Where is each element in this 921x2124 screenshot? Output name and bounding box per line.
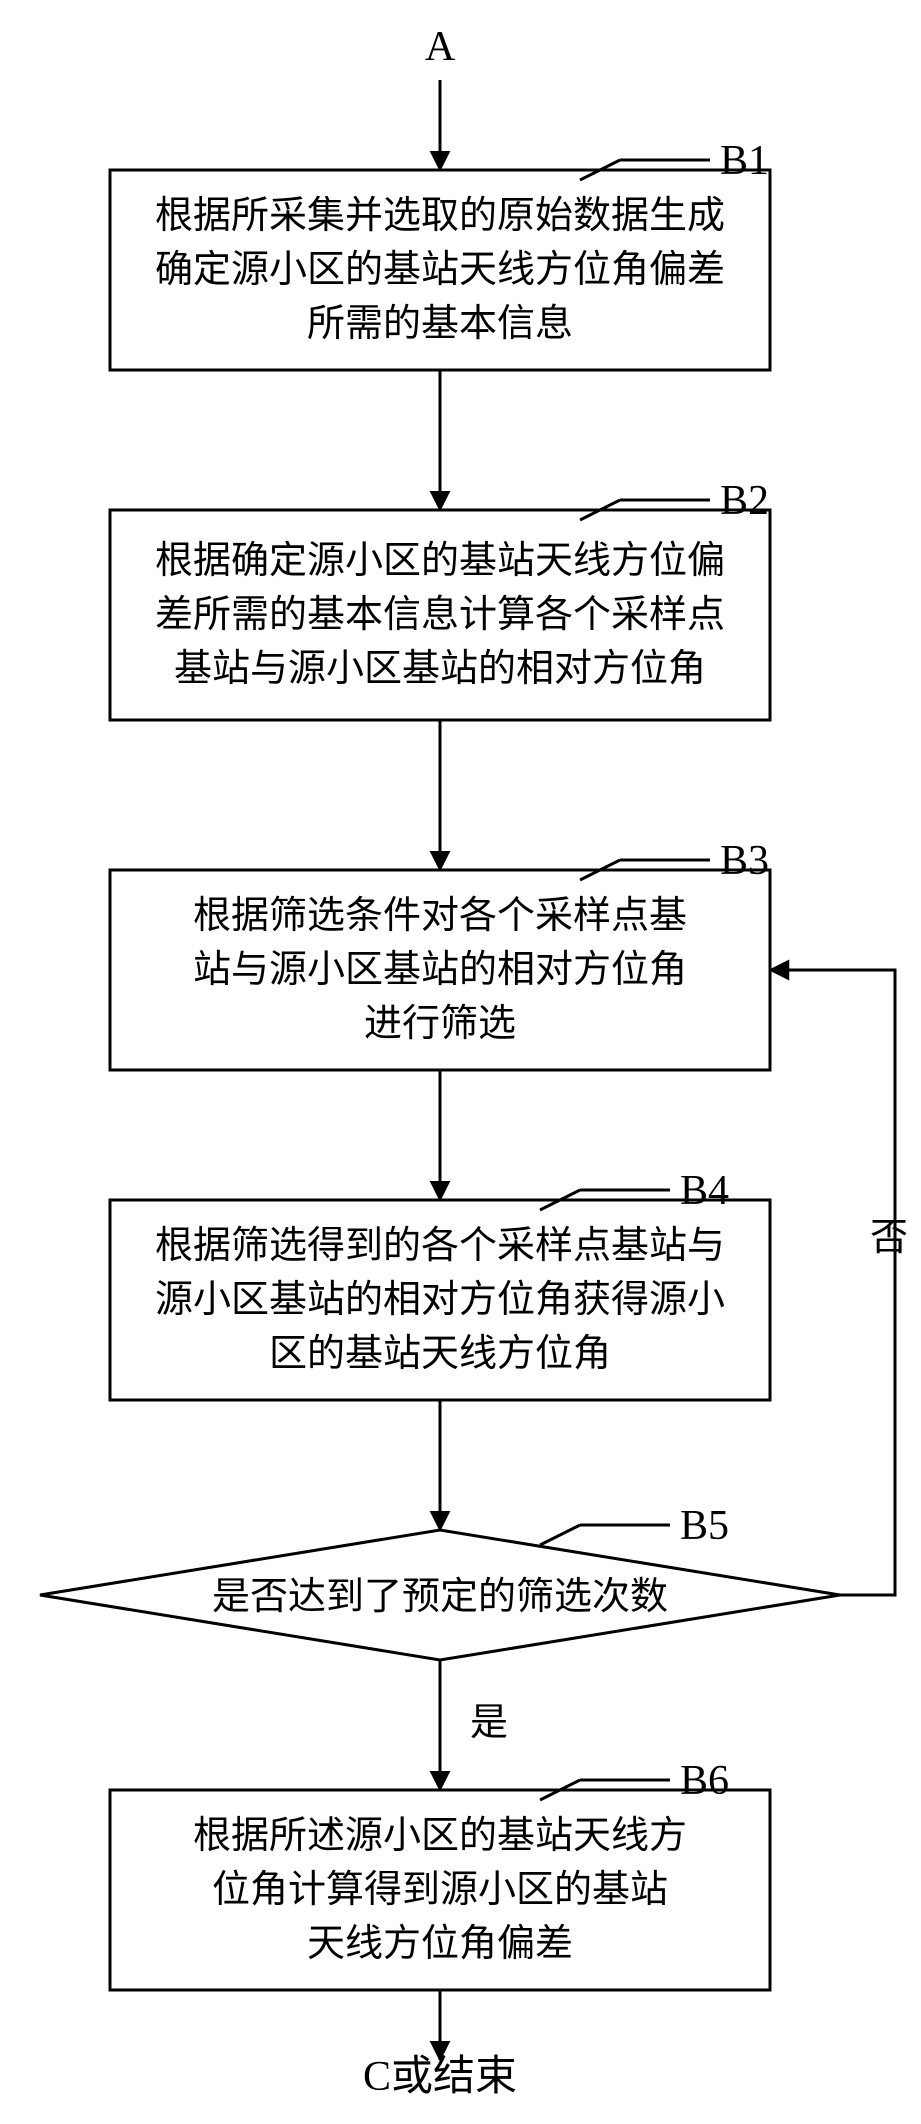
diamond-text: 是否达到了预定的筛选次数: [212, 1576, 668, 1618]
box-text: 进行筛选: [364, 1003, 516, 1045]
box-text: 根据所采集并选取的原始数据生成: [155, 195, 725, 237]
box-text: 天线方位角偏差: [307, 1923, 573, 1965]
process-box-b6: 根据所述源小区的基站天线方位角计算得到源小区的基站天线方位角偏差 B6: [110, 1758, 770, 1990]
start-label: A: [425, 24, 456, 70]
process-box-b3: 根据筛选条件对各个采样点基站与源小区基站的相对方位角进行筛选 B3: [110, 838, 770, 1070]
box-tag: B4: [680, 1168, 729, 1214]
box-tag: B1: [720, 138, 769, 184]
flowchart: A C或结束 根据所采集并选取的原始数据生成确定源小区的基站天线方位角偏差所需的基本…: [0, 0, 921, 2124]
process-box-b2: 根据确定源小区的基站天线方位偏差所需的基本信息计算各个采样点基站与源小区基站的相…: [110, 478, 770, 720]
box-tag: B3: [720, 838, 769, 884]
process-box-b1: 根据所采集并选取的原始数据生成确定源小区的基站天线方位角偏差所需的基本信息 B1: [110, 138, 770, 370]
box-text: 差所需的基本信息计算各个采样点: [155, 594, 725, 636]
box-text: 所需的基本信息: [307, 303, 573, 345]
box-text: 根据确定源小区的基站天线方位偏: [155, 540, 725, 582]
branch-yes-label: 是: [470, 1702, 508, 1744]
branch-no-label: 否: [870, 1217, 908, 1259]
box-text: 源小区基站的相对方位角获得源小: [155, 1279, 725, 1321]
box-text: 位角计算得到源小区的基站: [212, 1869, 668, 1911]
box-text: 根据筛选得到的各个采样点基站与: [155, 1225, 725, 1267]
box-text: 站与源小区基站的相对方位角: [193, 949, 687, 991]
process-box-b4: 根据筛选得到的各个采样点基站与源小区基站的相对方位角获得源小区的基站天线方位角 B…: [110, 1168, 770, 1400]
box-text: 区的基站天线方位角: [269, 1333, 611, 1375]
box-text: 基站与源小区基站的相对方位角: [174, 648, 706, 690]
diamond-tag: B5: [680, 1503, 729, 1549]
end-label: C或结束: [363, 2054, 517, 2100]
box-tag: B2: [720, 478, 769, 524]
box-text: 根据筛选条件对各个采样点基: [193, 895, 687, 937]
box-text: 确定源小区的基站天线方位角偏差: [155, 249, 725, 291]
box-text: 根据所述源小区的基站天线方: [193, 1815, 687, 1857]
box-tag: B6: [680, 1758, 729, 1804]
